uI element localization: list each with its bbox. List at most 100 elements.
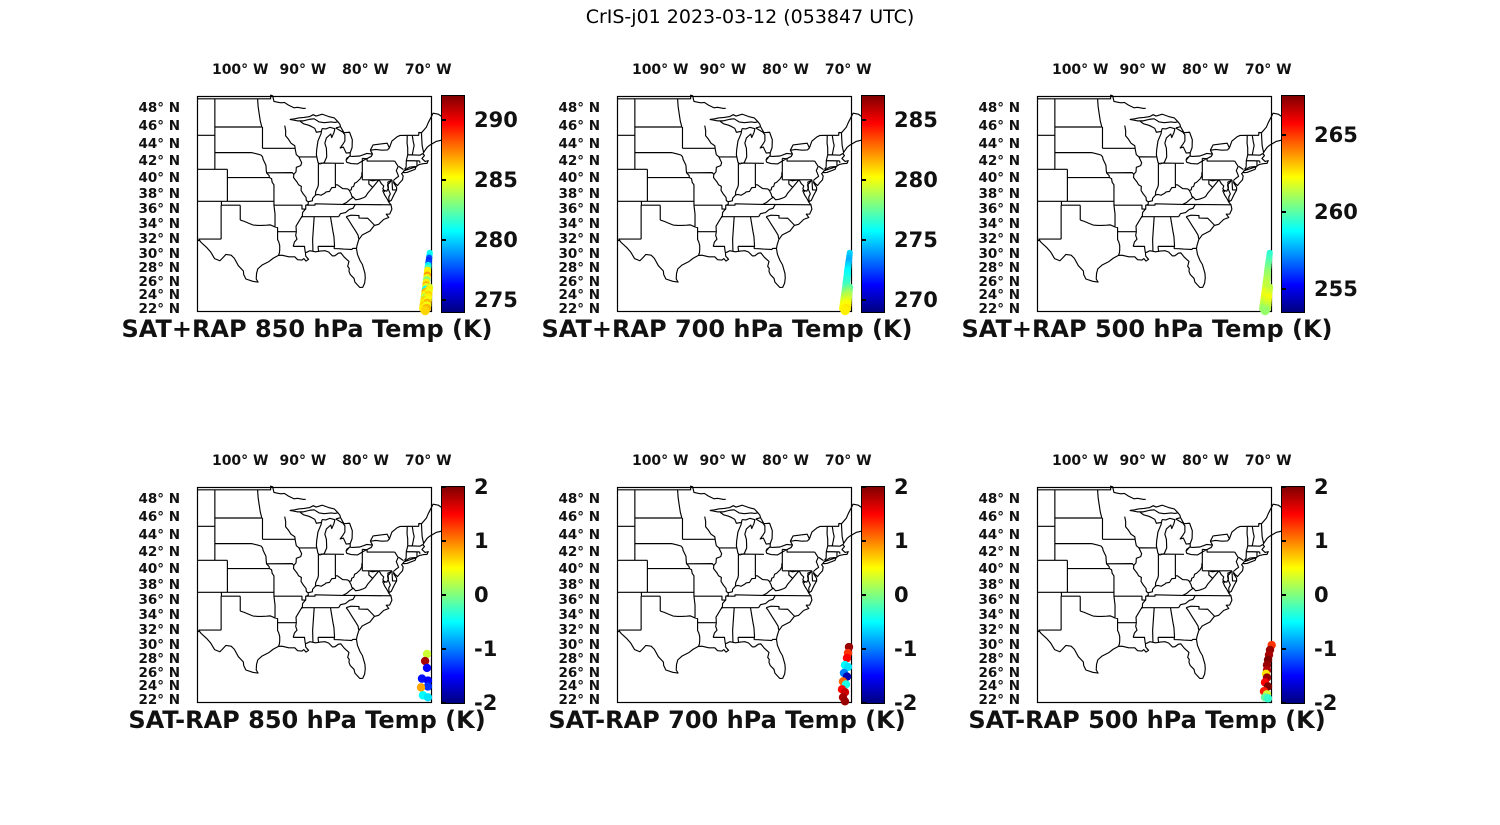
colorbar-tick-label: 285 — [474, 168, 518, 192]
lon-tick-label: 80° W — [342, 62, 389, 78]
lat-tick-label: 38° N — [558, 576, 600, 593]
scatter-point — [420, 306, 430, 316]
panel-title: SAT+RAP 850 hPa Temp (K) — [121, 315, 493, 343]
colorbar-tick — [862, 299, 866, 301]
lat-tick-label: 34° N — [978, 216, 1020, 233]
colorbar-tick — [862, 179, 866, 181]
lat-tick-label: 32° N — [138, 231, 180, 248]
colorbar-tick-label: 0 — [474, 583, 489, 607]
lat-tick-label: 26° N — [138, 273, 180, 290]
map-svg — [196, 94, 447, 316]
lon-tick-label: 80° W — [762, 62, 809, 78]
lat-tick-label: 30° N — [978, 245, 1020, 262]
lat-tick-label: 40° N — [558, 560, 600, 577]
lon-tick-label: 100° W — [1051, 62, 1109, 78]
lat-tick-label: 36° N — [138, 201, 180, 218]
lon-tick-label: 100° W — [631, 62, 689, 78]
state-boundaries — [196, 485, 447, 680]
lat-tick-label: 38° N — [138, 576, 180, 593]
lat-tick-label: 46° N — [138, 118, 180, 135]
lat-tick-label: 32° N — [978, 231, 1020, 248]
colorbar-tick-label: 0 — [894, 583, 909, 607]
lat-tick-label: 46° N — [978, 509, 1020, 526]
scatter-point — [1260, 306, 1270, 316]
lat-tick-label: 22° N — [138, 691, 180, 708]
lon-tick-label: 90° W — [1119, 62, 1167, 78]
lat-tick-label: 30° N — [138, 245, 180, 262]
colorbar-tick — [1282, 210, 1286, 213]
lon-tick-label: 70° W — [404, 453, 452, 469]
lat-tick-label: 38° N — [138, 185, 180, 202]
colorbar-tick-label: 2 — [474, 475, 489, 499]
state-boundaries — [616, 485, 867, 680]
lat-tick-label: 40° N — [978, 560, 1020, 577]
lon-tick-label: 80° W — [1182, 62, 1229, 78]
lat-tick-label: 32° N — [558, 231, 600, 248]
lat-tick-label: 32° N — [138, 622, 180, 639]
lon-tick-label: 80° W — [342, 453, 389, 469]
colorbar — [861, 95, 885, 313]
lat-tick-label: 30° N — [978, 636, 1020, 653]
map-svg — [616, 485, 867, 706]
colorbar-tick — [1282, 133, 1286, 136]
lat-tick-label: 24° N — [558, 678, 600, 695]
colorbar-tick — [1282, 287, 1286, 290]
lat-tick-label: 38° N — [978, 576, 1020, 593]
scatter-points — [416, 649, 433, 702]
lon-tick-label: 100° W — [211, 62, 269, 78]
colorbar-tick — [442, 702, 446, 704]
lon-tick-label: 90° W — [699, 453, 747, 469]
state-boundaries — [196, 94, 447, 289]
colorbar-tick-label: 270 — [894, 288, 938, 312]
colorbar-tick-label: -1 — [894, 637, 918, 661]
colorbar-tick — [1282, 648, 1286, 650]
lat-tick-label: 34° N — [138, 216, 180, 233]
colorbar-tick-label: 275 — [894, 228, 938, 252]
lat-tick-label: 22° N — [978, 691, 1020, 708]
lat-tick-label: 44° N — [558, 527, 600, 544]
lon-tick-label: 90° W — [279, 453, 327, 469]
lat-tick-label: 44° N — [558, 136, 600, 153]
lat-tick-label: 36° N — [138, 592, 180, 609]
colorbar-tick — [862, 239, 866, 241]
colorbar-tick — [1282, 702, 1286, 704]
colorbar-tick — [862, 540, 866, 542]
scatter-points — [837, 642, 854, 706]
lat-tick-label: 22° N — [558, 300, 600, 317]
scatter-point — [1263, 694, 1273, 703]
lat-tick-label: 46° N — [558, 118, 600, 135]
lat-tick-label: 40° N — [978, 169, 1020, 186]
lon-tick-label: 70° W — [1244, 453, 1292, 469]
lat-tick-label: 26° N — [138, 664, 180, 681]
scatter-points — [1259, 640, 1276, 703]
lat-tick-label: 36° N — [978, 201, 1020, 218]
scatter-point — [423, 682, 433, 691]
lat-tick-label: 48° N — [978, 491, 1020, 508]
lat-tick-label: 32° N — [978, 622, 1020, 639]
colorbar-tick — [1282, 486, 1286, 488]
scatter-point — [842, 653, 852, 663]
scatter-point — [840, 697, 850, 706]
scatter-point — [840, 306, 850, 316]
colorbar-tick-label: -2 — [474, 691, 498, 715]
lat-tick-label: 42° N — [138, 153, 180, 170]
lat-tick-label: 28° N — [558, 259, 600, 276]
colorbar-tick — [442, 540, 446, 542]
colorbar-tick — [862, 702, 866, 704]
colorbar-tick-label: 1 — [1314, 529, 1329, 553]
colorbar-tick-label: 255 — [1314, 276, 1358, 301]
scatter-point — [420, 656, 430, 666]
lat-tick-label: 40° N — [138, 560, 180, 577]
lat-tick-label: 22° N — [558, 691, 600, 708]
figure-title: CrIS-j01 2023-03-12 (053847 UTC) — [585, 6, 915, 28]
scatter-point — [422, 663, 432, 673]
lon-tick-label: 80° W — [1182, 453, 1229, 469]
lat-tick-label: 38° N — [558, 185, 600, 202]
lat-tick-label: 24° N — [978, 287, 1020, 304]
colorbar-tick — [862, 594, 866, 596]
lat-tick-label: 24° N — [138, 287, 180, 304]
lon-tick-label: 70° W — [1244, 62, 1292, 78]
map-svg — [1036, 485, 1287, 704]
lat-tick-label: 30° N — [558, 636, 600, 653]
